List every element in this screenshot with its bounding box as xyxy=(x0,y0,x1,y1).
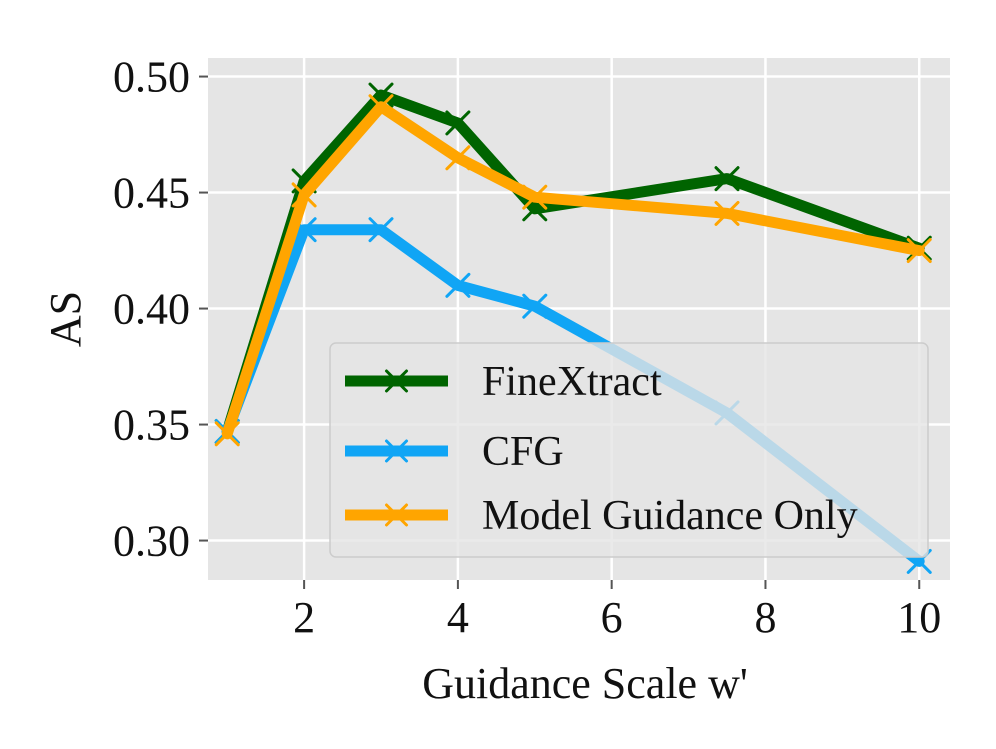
legend: FineXtract CFG Model Guidance Only xyxy=(329,342,929,558)
x-tick-label: 10 xyxy=(897,593,941,642)
data-point-marker xyxy=(445,272,471,298)
y-tick-label: 0.50 xyxy=(113,53,190,102)
x-axis-label: Guidance Scale w' xyxy=(422,659,748,708)
data-point-marker xyxy=(445,110,471,136)
legend-entry: CFG xyxy=(345,429,564,475)
data-point-marker xyxy=(522,184,548,210)
x-tick-label: 2 xyxy=(293,593,315,642)
legend-label: FineXtract xyxy=(482,359,662,405)
axes: 2 4 6 8 10 0.30 0.35 0.40 0.45 0.50 xyxy=(113,53,941,642)
legend-marker xyxy=(385,503,408,527)
legend-marker xyxy=(385,439,408,463)
data-point-marker xyxy=(368,217,394,243)
data-point-marker xyxy=(368,94,394,120)
y-axis-label: AS xyxy=(41,291,90,347)
data-point-marker xyxy=(714,200,740,226)
legend-entry: Model Guidance Only xyxy=(345,493,858,539)
legend-label: CFG xyxy=(482,429,564,475)
x-tick-label: 4 xyxy=(447,593,469,642)
x-tick-label: 8 xyxy=(754,593,776,642)
legend-marker xyxy=(385,369,408,393)
legend-label: Model Guidance Only xyxy=(482,493,858,539)
data-point-marker xyxy=(214,421,240,447)
data-point-marker xyxy=(522,293,548,319)
data-point-marker xyxy=(906,238,932,264)
legend-box xyxy=(329,342,929,558)
y-tick-label: 0.40 xyxy=(113,285,190,334)
y-tick-label: 0.35 xyxy=(113,401,190,450)
legend-entry: FineXtract xyxy=(345,359,662,405)
series-group xyxy=(214,94,932,447)
data-point-marker xyxy=(445,145,471,171)
data-point-marker xyxy=(714,166,740,192)
y-tick-label: 0.30 xyxy=(113,517,190,566)
y-tick-label: 0.45 xyxy=(113,169,190,218)
x-tick-label: 6 xyxy=(601,593,623,642)
data-point-marker xyxy=(291,182,317,208)
data-point-marker xyxy=(368,82,394,108)
